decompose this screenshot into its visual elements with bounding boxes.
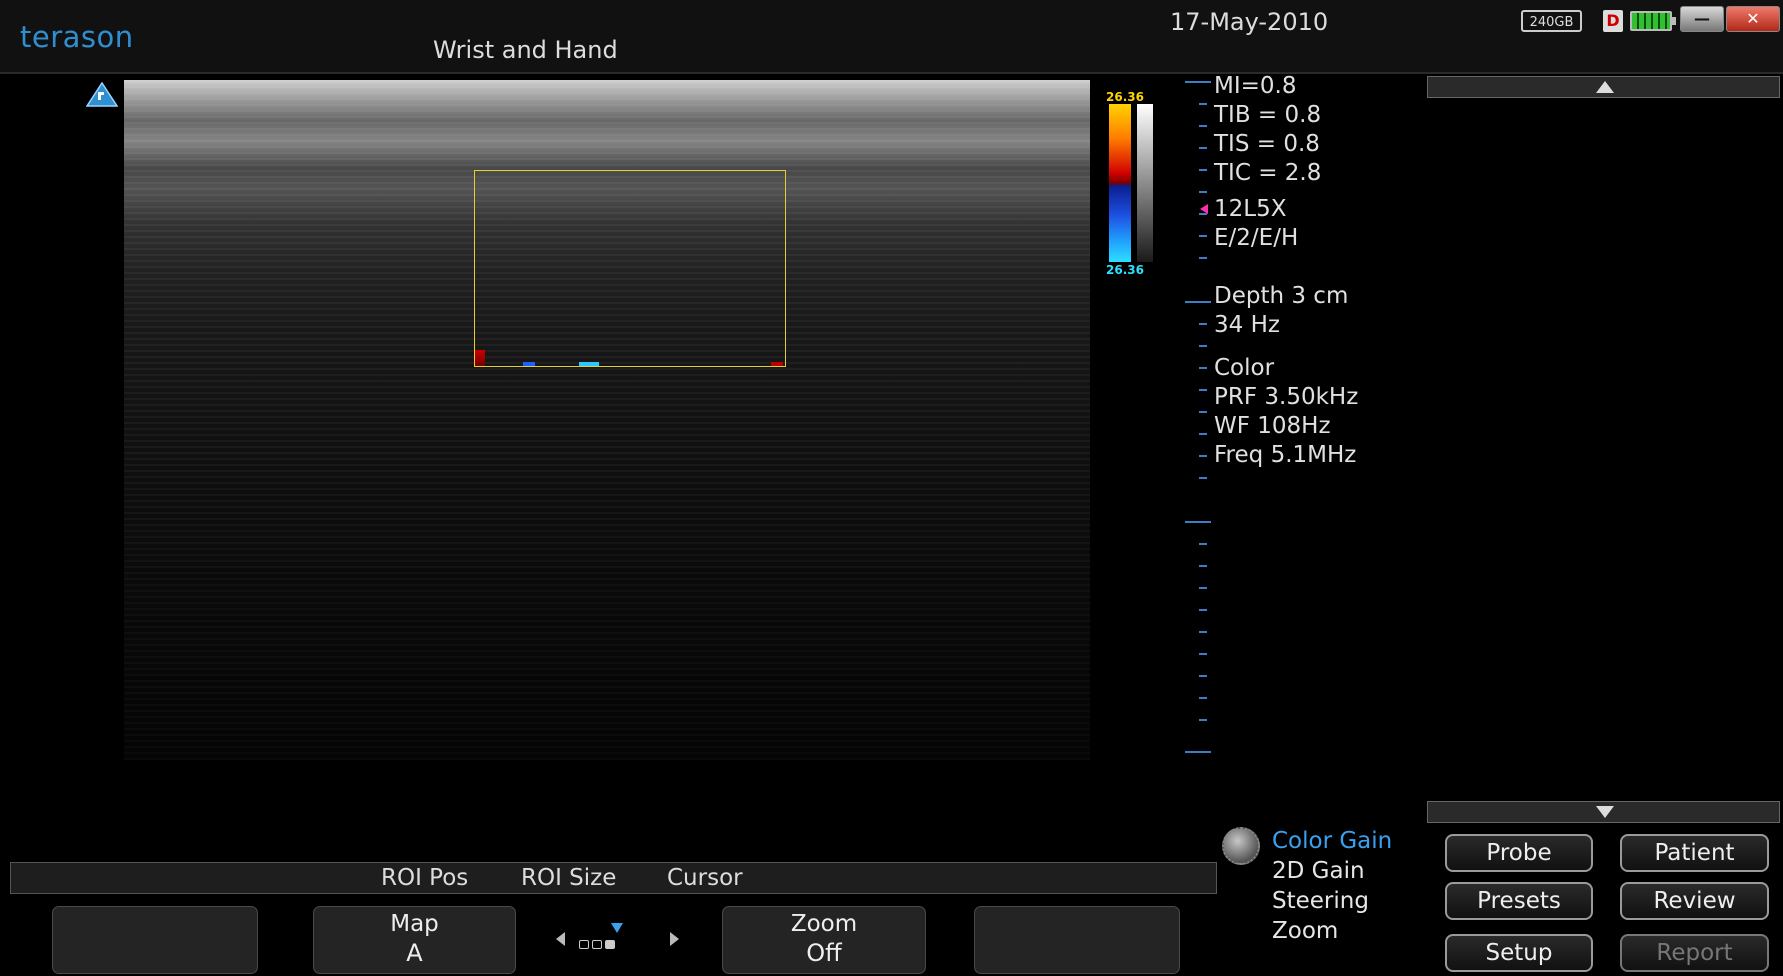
presets-button[interactable]: Presets [1445, 882, 1593, 920]
knob-item-color-gain[interactable]: Color Gain [1272, 828, 1393, 854]
depth-scale [1185, 81, 1211, 753]
param-tib: TIB = 0.8 [1214, 102, 1322, 128]
page-dot-2 [592, 940, 602, 949]
color-flow-speck [523, 362, 535, 366]
disk-capacity-indicator: 240GB [1521, 10, 1582, 32]
knob-item-steering[interactable]: Steering [1272, 888, 1369, 914]
cursor-label[interactable]: Cursor [667, 865, 743, 891]
arrow-up-icon [1596, 81, 1614, 93]
map-softkey-title: Map [390, 911, 439, 937]
ultrasound-image[interactable] [124, 80, 1090, 760]
grayscale-bar [1137, 104, 1153, 262]
page-left-icon[interactable] [556, 932, 565, 946]
knob-menu: Color Gain 2D Gain Steering Zoom [1272, 826, 1392, 946]
knob-item-zoom[interactable]: Zoom [1272, 918, 1339, 944]
param-frame-rate: 34 Hz [1214, 312, 1280, 338]
page-dot-1 [579, 940, 589, 949]
knob-item-2d-gain[interactable]: 2D Gain [1272, 858, 1365, 884]
param-frequency: Freq 5.1MHz [1214, 442, 1357, 468]
param-probe-model: 12L5X [1200, 195, 1286, 224]
softkey-empty-2[interactable] [974, 906, 1180, 974]
patient-button[interactable]: Patient [1620, 834, 1769, 872]
param-wall-filter: WF 108Hz [1214, 413, 1331, 439]
param-depth: Depth 3 cm [1214, 283, 1349, 309]
roi-pos-label[interactable]: ROI Pos [381, 865, 469, 891]
color-flow-speck [771, 362, 783, 366]
zoom-softkey-value: Off [806, 939, 842, 967]
param-preset-code: E/2/E/H [1214, 225, 1299, 251]
report-button[interactable]: Report [1620, 934, 1769, 972]
minimize-button[interactable]: — [1680, 6, 1724, 32]
param-mode: Color [1214, 355, 1275, 381]
color-scale-max: 26.36 [1106, 90, 1144, 104]
color-scale-min: 26.36 [1106, 263, 1144, 277]
softkey-label-bar [10, 862, 1217, 894]
color-flow-speck [475, 350, 485, 366]
title-bar [0, 0, 1783, 74]
page-indicator-icon [611, 923, 623, 933]
close-button[interactable]: ✕ [1726, 6, 1780, 32]
study-title: Wrist and Hand [433, 36, 618, 64]
probe-button[interactable]: Probe [1445, 834, 1593, 872]
zoom-softkey[interactable]: Zoom Off [722, 906, 926, 974]
review-button[interactable]: Review [1620, 882, 1769, 920]
scroll-up-button[interactable] [1427, 76, 1780, 98]
softkey-empty-1[interactable] [52, 906, 258, 974]
d-status-icon: D [1603, 10, 1623, 32]
color-flow-speck [579, 362, 599, 366]
setup-button[interactable]: Setup [1445, 934, 1593, 972]
softkey-pager[interactable] [552, 920, 692, 960]
page-right-icon[interactable] [670, 932, 679, 946]
param-tis: TIS = 0.8 [1214, 131, 1320, 157]
param-prf: PRF 3.50kHz [1214, 384, 1359, 410]
roi-size-label[interactable]: ROI Size [521, 865, 617, 891]
exam-date: 17-May-2010 [1170, 8, 1329, 36]
probe-orientation-icon [86, 82, 118, 107]
param-mi: MI=0.8 [1214, 73, 1297, 99]
battery-icon [1630, 11, 1676, 31]
param-tic: TIC = 2.8 [1214, 160, 1322, 186]
map-softkey-value: A [406, 939, 423, 967]
scroll-down-button[interactable] [1427, 801, 1780, 823]
probe-selected-marker [1200, 204, 1208, 214]
terason-logo: terason [20, 20, 134, 54]
color-roi-box[interactable] [474, 170, 786, 367]
map-softkey[interactable]: Map A [313, 906, 516, 974]
zoom-softkey-title: Zoom [790, 911, 858, 937]
page-dot-3 [605, 940, 615, 949]
color-velocity-bar [1109, 104, 1131, 262]
knob-icon[interactable] [1222, 827, 1260, 865]
arrow-down-icon [1596, 806, 1614, 818]
